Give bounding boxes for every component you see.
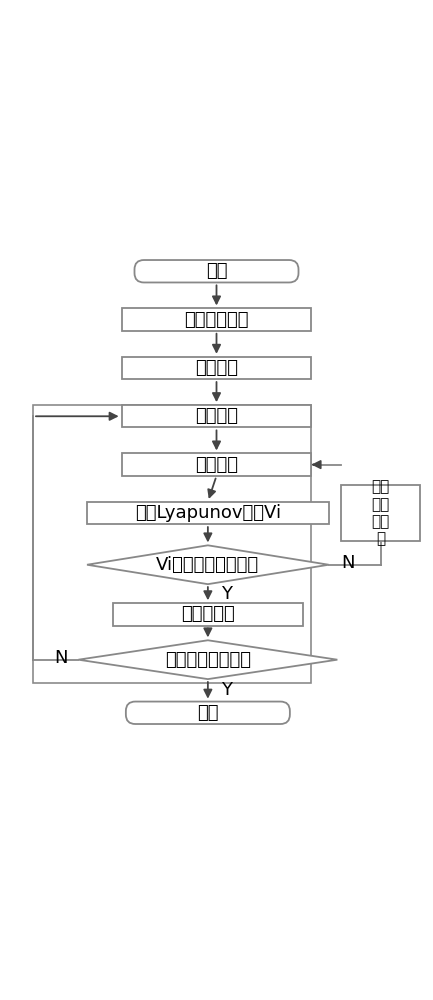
Polygon shape	[87, 545, 329, 584]
Text: 定义状态变量: 定义状态变量	[184, 311, 249, 329]
Bar	[113, 603, 303, 626]
Text: 开始: 开始	[206, 262, 227, 280]
Bar	[341, 485, 420, 541]
Text: N: N	[342, 554, 355, 572]
Text: Y: Y	[221, 585, 232, 603]
Text: 定义误差: 定义误差	[195, 456, 238, 474]
Polygon shape	[78, 640, 337, 679]
Text: 定义
滑模
面函
数: 定义 滑模 面函 数	[372, 479, 390, 547]
Bar	[122, 357, 311, 379]
Text: 性能是否满足要求: 性能是否满足要求	[165, 651, 251, 669]
Text: N: N	[54, 649, 68, 667]
Bar	[33, 405, 311, 683]
Bar	[122, 308, 311, 331]
FancyBboxPatch shape	[126, 702, 290, 724]
Text: 结束: 结束	[197, 704, 219, 722]
FancyBboxPatch shape	[135, 260, 298, 282]
Bar	[122, 453, 311, 476]
Text: 选择Lyapunov函数Vi: 选择Lyapunov函数Vi	[135, 504, 281, 522]
Text: 期望控制: 期望控制	[195, 407, 238, 425]
Text: 控制器设计: 控制器设计	[181, 605, 235, 623]
Bar	[87, 502, 329, 524]
Text: Y: Y	[221, 681, 232, 699]
Text: 目标输入: 目标输入	[195, 359, 238, 377]
Text: Vi导函数是否大于零: Vi导函数是否大于零	[156, 556, 259, 574]
Bar	[122, 405, 311, 427]
